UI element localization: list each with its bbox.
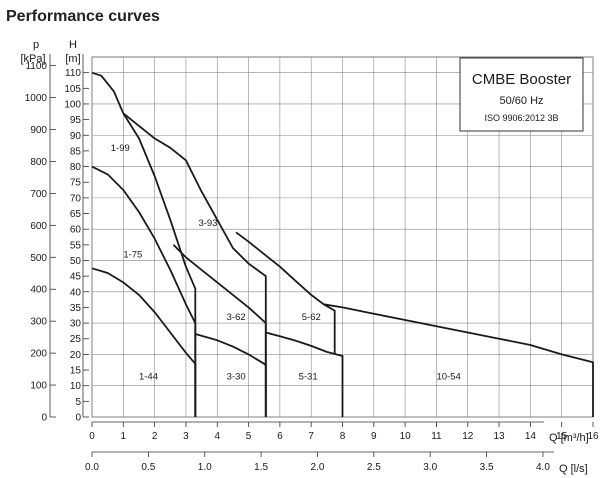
head-tick-label: 5 [75, 397, 81, 408]
head-tick-label: 85 [70, 146, 82, 157]
head-tick-label: 25 [70, 334, 82, 345]
head-tick-label: 40 [70, 287, 82, 298]
curve-label-3-30: 3-30 [227, 371, 246, 382]
head-tick-label: 0 [75, 413, 81, 424]
flow-tick-label: 2 [152, 431, 158, 442]
flow-tick-label: 3 [183, 431, 189, 442]
pressure-tick-label: 1100 [25, 61, 47, 72]
chart-title: Performance curves [6, 8, 160, 25]
head-tick-label: 55 [70, 240, 82, 251]
y-ticks: 0 5 10 15 20 25 30 35 40 45 50 55 60 65 70 75 80 85 90 95 10… [25, 54, 89, 424]
head-tick-label: 80 [70, 162, 82, 173]
pressure-tick-label: 800 [30, 157, 47, 168]
head-tick-label: 100 [64, 99, 81, 110]
pressure-tick-label: 300 [30, 317, 47, 328]
head-tick-label: 90 [70, 131, 82, 142]
head-tick-label: 50 [70, 256, 82, 267]
flow-ls-tick-label: 0.0 [85, 462, 99, 473]
curve-1-99 [91, 71, 197, 417]
head-tick-label: 60 [70, 225, 82, 236]
curve-label-10-54: 10-54 [436, 371, 460, 382]
flow-tick-label: 4 [214, 431, 220, 442]
curve-3-93 [122, 112, 267, 417]
pressure-tick-label: 500 [30, 253, 47, 264]
curve-5-31 [265, 331, 344, 417]
head-tick-label: 70 [70, 193, 82, 204]
curve-labels: 1-44 1-75 1-99 3-30 3-62 3-93 5-31 5-62 10-54 [111, 143, 461, 383]
flow-ls-tick-label: 2.5 [367, 462, 381, 473]
info-box-frame [459, 57, 584, 132]
pressure-axis-unit: [kPa] [20, 53, 45, 65]
flow-tick-label: 11 [431, 431, 442, 442]
flow-tick-label: 16 [587, 431, 599, 442]
head-tick-label: 15 [70, 366, 82, 377]
head-tick-label: 45 [70, 272, 82, 283]
curve-10-54 [323, 303, 594, 417]
head-tick-label: 105 [64, 84, 81, 95]
flow-tick-label: 8 [340, 431, 346, 442]
flow-ls-tick-label: 1.0 [198, 462, 212, 473]
pressure-tick-label: 100 [30, 381, 47, 392]
flow-ls-tick-label: 0.5 [141, 462, 155, 473]
flow-tick-label: 7 [308, 431, 314, 442]
head-axis-symbol: H [69, 39, 77, 51]
info-box: CMBE Booster 50/60 Hz ISO 9906:2012 3B [459, 57, 584, 132]
flow-tick-label: 14 [525, 431, 537, 442]
pressure-tick-label: 700 [30, 189, 47, 200]
head-tick-label: 65 [70, 209, 82, 220]
x-axis-label: Q [m³/h] [549, 432, 589, 444]
flow-tick-label: 12 [462, 431, 474, 442]
pressure-axis-symbol: p [33, 39, 39, 51]
curve-1-75 [91, 165, 197, 417]
curve-5-62 [235, 231, 336, 355]
pressure-tick-label: 1000 [25, 93, 48, 104]
flow-ls-tick-label: 1.5 [254, 462, 268, 473]
curve-1-44 [91, 267, 197, 417]
flow-tick-label: 13 [494, 431, 506, 442]
curve-label-5-31: 5-31 [299, 371, 318, 382]
head-tick-label: 10 [70, 381, 82, 392]
info-box-title: CMBE Booster [472, 71, 571, 88]
pressure-tick-label: 200 [30, 349, 47, 360]
flow-ls-tick-label: 2.0 [311, 462, 325, 473]
head-tick-label: 95 [70, 115, 82, 126]
flow-tick-label: 5 [246, 431, 252, 442]
flow-tick-label: 6 [277, 431, 283, 442]
curve-label-1-75: 1-75 [123, 249, 142, 260]
info-box-frequency: 50/60 Hz [499, 95, 543, 107]
flow-tick-label: 15 [556, 431, 568, 442]
flow-tick-label: 9 [371, 431, 377, 442]
pressure-tick-label: 400 [30, 285, 47, 296]
info-box-standard: ISO 9906:2012 3B [484, 113, 558, 123]
curve-label-1-99: 1-99 [111, 143, 130, 154]
flow-tick-label: 10 [400, 431, 412, 442]
pressure-tick-label: 0 [41, 413, 47, 424]
x-ticks: 0 1 2 3 4 5 6 7 8 9 10 11 12 13 14 15 160.0 0.5 1.0 1.5 2.0 2… [85, 421, 599, 473]
curve-label-3-93: 3-93 [198, 218, 217, 229]
curve-label-3-62: 3-62 [227, 312, 246, 323]
head-tick-label: 110 [65, 68, 81, 79]
head-tick-label: 75 [70, 178, 82, 189]
curve-label-5-62: 5-62 [302, 312, 321, 323]
head-axis-unit: [m] [65, 53, 80, 65]
head-tick-label: 20 [70, 350, 82, 361]
flow-ls-tick-label: 3.5 [480, 462, 494, 473]
curve-3-62 [172, 244, 267, 417]
curves [91, 71, 594, 417]
pressure-tick-label: 600 [30, 221, 47, 232]
y-axis-labels: p [kPa] H [m] [20, 39, 80, 65]
head-tick-label: 30 [70, 319, 82, 330]
flow-ls-tick-label: 4.0 [536, 462, 550, 473]
pressure-tick-label: 900 [30, 125, 47, 136]
x2-axis-label: Q [l/s] [559, 463, 588, 475]
flow-tick-label: 1 [121, 431, 127, 442]
flow-tick-label: 0 [89, 431, 95, 442]
head-tick-label: 35 [70, 303, 82, 314]
flow-ls-tick-label: 3.0 [423, 462, 437, 473]
curve-label-1-44: 1-44 [139, 371, 158, 382]
